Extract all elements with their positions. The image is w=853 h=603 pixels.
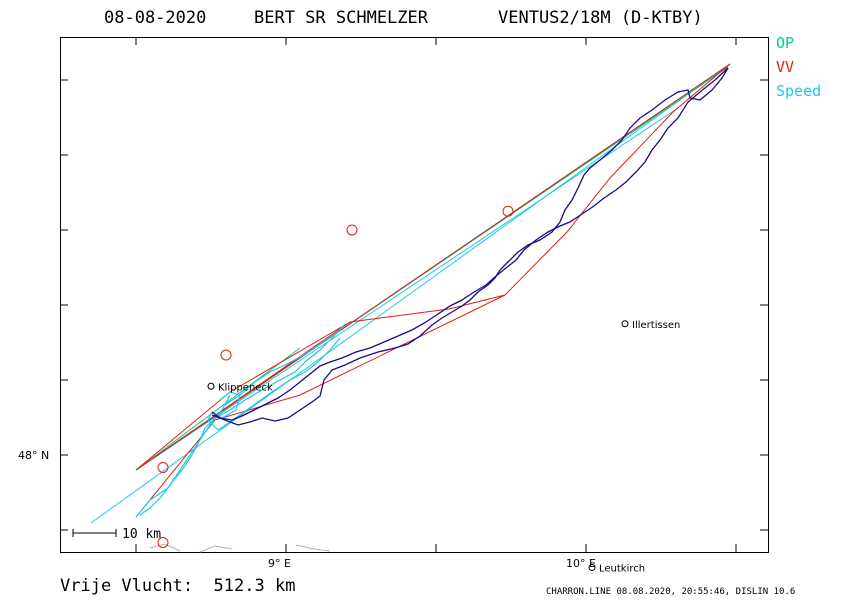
- software-info: CHARRON.LINE 08.08.2020, 20:55:46, DISLI…: [546, 587, 796, 597]
- turnpoint-marker: [157, 462, 169, 473]
- scale-bar-label: 10 km: [122, 527, 161, 542]
- x-tick-label-9e: 9° E: [268, 557, 291, 570]
- pilot-name: BERT SR SCHMELZER: [254, 8, 428, 28]
- city-marker-icon: [207, 382, 215, 390]
- flight-track-local: [135, 323, 346, 518]
- flight-date: 08-08-2020: [104, 8, 207, 28]
- distance-label: Vrije Vlucht:: [60, 576, 194, 596]
- map-frame: [60, 37, 769, 553]
- city-label: Klippeneck: [218, 382, 273, 393]
- map-title: 08-08-2020 BERT SR SCHMELZER VENTUS2/18M…: [0, 8, 853, 88]
- city-label: Leutkirch: [599, 564, 645, 575]
- terrain-outline: [149, 543, 331, 553]
- turnpoint-marker: [346, 224, 358, 236]
- turnpoint-marker: [157, 537, 169, 548]
- axis-ticks: [60, 37, 768, 552]
- city-marker-icon: [621, 320, 629, 328]
- glider-name: VENTUS2/18M (D-KTBY): [498, 8, 703, 28]
- legend-item-op: OP: [776, 34, 795, 52]
- vv-lines: [135, 63, 731, 518]
- distance-value: 512.3 km: [213, 576, 296, 596]
- flight-track: [211, 67, 729, 426]
- city-label: Illertissen: [632, 320, 680, 331]
- scale-bar: [72, 529, 117, 537]
- legend-item-vv: VV: [776, 58, 795, 76]
- turnpoint-marker: [502, 205, 514, 217]
- city-markers: StuttgartHornbergDonzdorfAalen Heidenhei…: [207, 320, 680, 575]
- distance-summary: Vrije Vlucht: 512.3 km: [60, 576, 295, 596]
- legend-item-speed: Speed: [776, 82, 822, 100]
- x-tick-label-10e: 10° E: [566, 557, 596, 570]
- turnpoint-marker: [220, 349, 232, 361]
- city-marker-icon: [588, 564, 596, 571]
- turnpoint-markers: [157, 205, 514, 548]
- y-tick-label-48n: 48° N: [18, 449, 49, 462]
